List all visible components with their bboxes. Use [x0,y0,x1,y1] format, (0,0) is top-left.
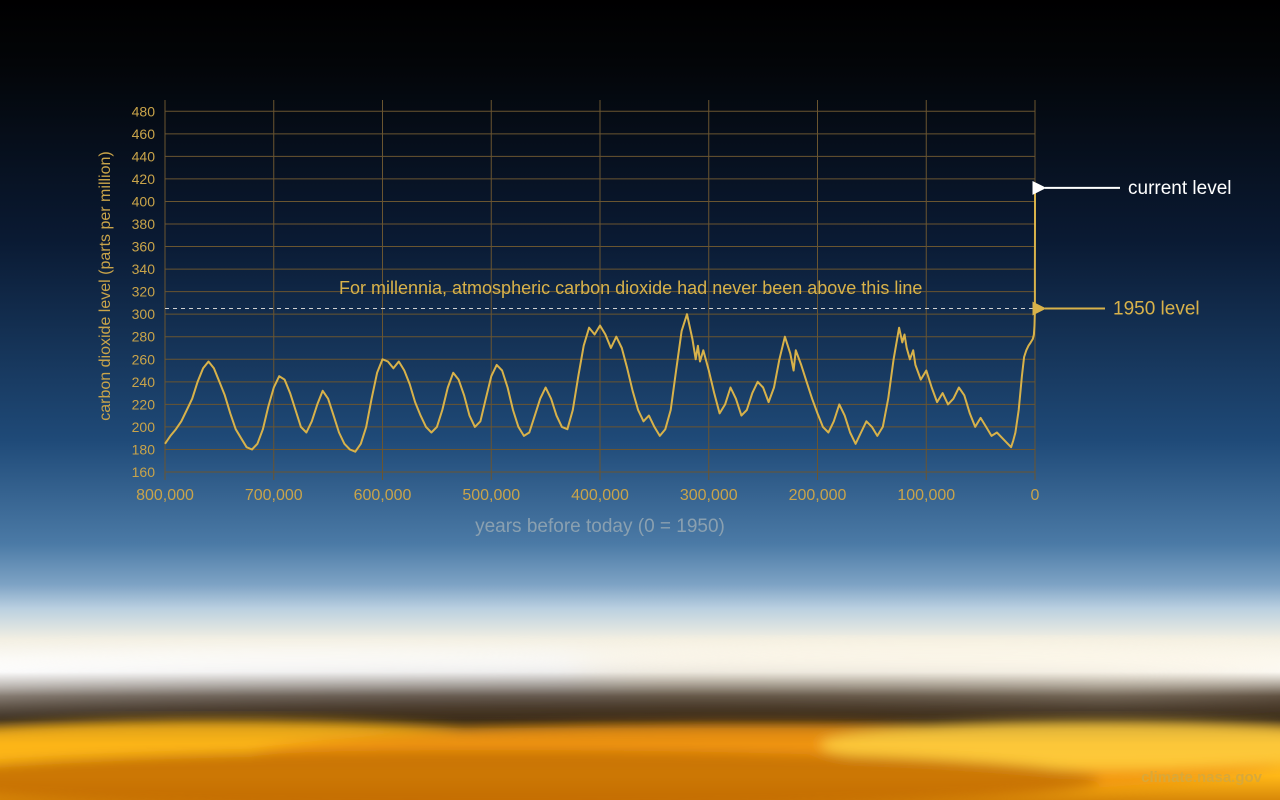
svg-text:300,000: 300,000 [680,487,738,504]
svg-text:100,000: 100,000 [897,487,955,504]
svg-text:420: 420 [132,171,156,187]
svg-text:480: 480 [132,103,156,119]
svg-text:280: 280 [132,329,156,345]
svg-text:260: 260 [132,351,156,367]
svg-text:700,000: 700,000 [245,487,303,504]
svg-text:400: 400 [132,193,156,209]
x-axis-label: years before today (0 = 1950) [475,516,725,537]
svg-text:440: 440 [132,148,156,164]
svg-text:240: 240 [132,374,156,390]
svg-text:180: 180 [132,441,156,457]
1950-level-label: 1950 level [1113,299,1200,320]
svg-text:200: 200 [132,419,156,435]
y-axis-label: carbon dioxide level (parts per million) [97,151,114,420]
svg-text:220: 220 [132,396,156,412]
svg-text:500,000: 500,000 [462,487,520,504]
svg-text:0: 0 [1031,487,1040,504]
svg-text:320: 320 [132,284,156,300]
svg-text:460: 460 [132,126,156,142]
y-axis-ticks: 160 180 200 220 240 260 280 300 320 340 360 380 400 4… [132,103,156,480]
svg-text:800,000: 800,000 [136,487,194,504]
x-axis-ticks: 800,000 700,000 600,000 500,000 400,000 300,0… [136,487,1039,504]
co2-chart: 160 180 200 220 240 260 280 300 320 340 360 380 400 4… [0,0,1280,800]
current-level-label: current level [1128,178,1232,199]
source-attribution: climate.nasa.gov [1141,769,1262,786]
svg-text:400,000: 400,000 [571,487,629,504]
svg-text:600,000: 600,000 [354,487,412,504]
svg-text:360: 360 [132,239,156,255]
svg-text:200,000: 200,000 [789,487,847,504]
annotations: current level 1950 level [1045,178,1232,320]
svg-text:300: 300 [132,306,156,322]
svg-text:160: 160 [132,464,156,480]
millennia-caption: For millennia, atmospheric carbon dioxid… [339,278,922,298]
svg-text:340: 340 [132,261,156,277]
svg-text:380: 380 [132,216,156,232]
